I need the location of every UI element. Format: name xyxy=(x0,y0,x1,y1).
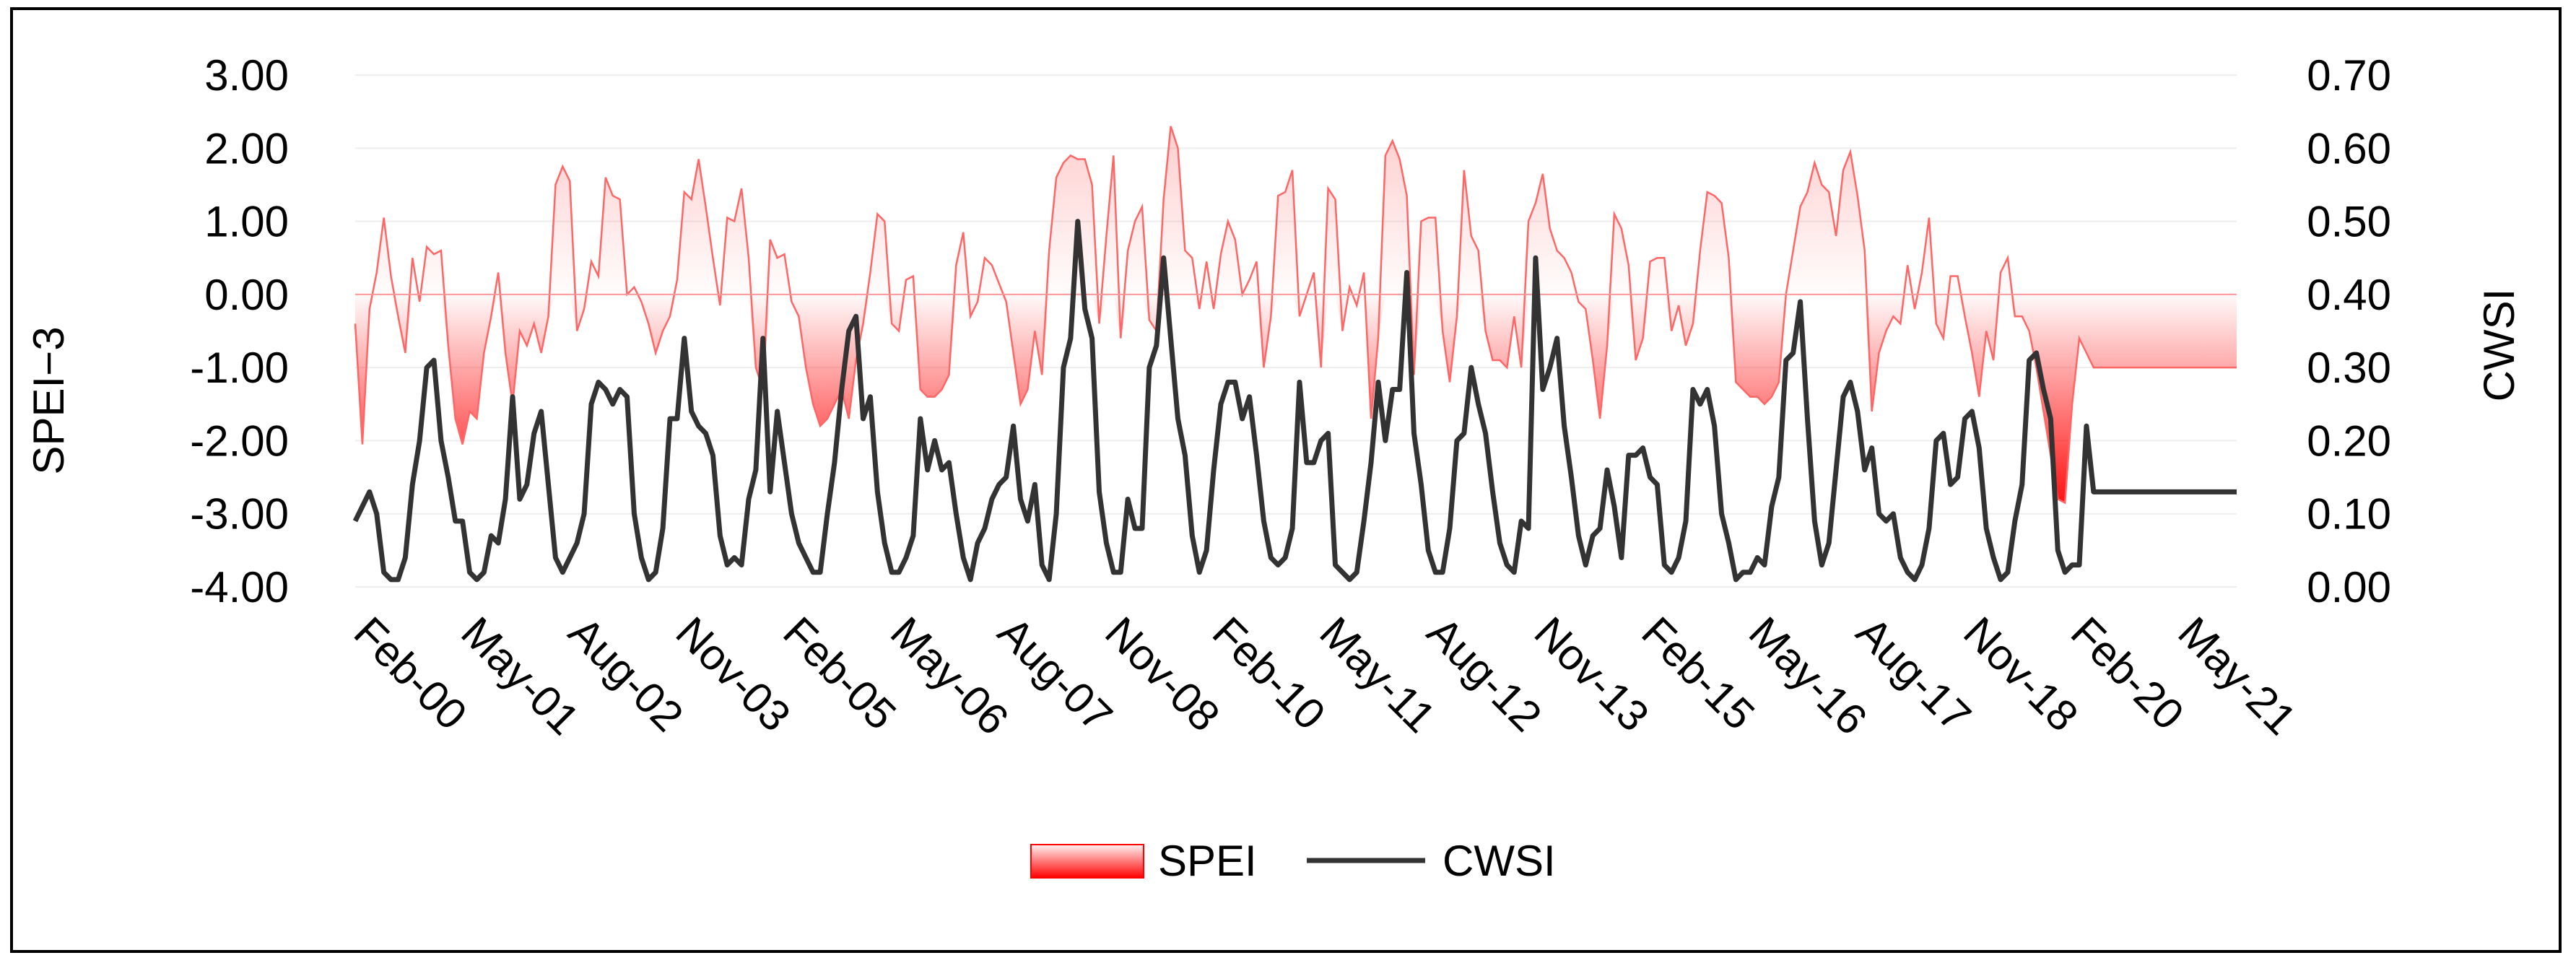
x-tick-label: Aug-02 xyxy=(560,608,692,741)
x-tick-label: Nov-03 xyxy=(667,608,800,741)
legend-swatch-spei xyxy=(1030,844,1144,879)
y-right-tick-label: 0.60 xyxy=(2307,124,2391,173)
y-right-tick-label: 0.20 xyxy=(2307,417,2391,465)
y-left-tick-label: 2.00 xyxy=(204,124,289,173)
legend: SPEI CWSI xyxy=(1030,837,1556,885)
legend-label-cwsi: CWSI xyxy=(1443,837,1556,885)
y-left-tick-label: 3.00 xyxy=(204,51,289,100)
gridlines xyxy=(355,74,2237,588)
y-right-tick-label: 0.50 xyxy=(2307,198,2391,246)
x-tick-label: May-06 xyxy=(882,608,1018,744)
y-left-tick-label: -2.00 xyxy=(190,417,289,465)
y-right-tick-label: 0.00 xyxy=(2307,563,2391,611)
legend-label-spei: SPEI xyxy=(1158,837,1257,885)
y-right-tick-label: 0.40 xyxy=(2307,271,2391,319)
x-tick-label: May-21 xyxy=(2169,608,2305,744)
spei-area-negative xyxy=(355,294,2237,503)
x-tick-label: May-11 xyxy=(1310,608,1445,742)
chart-frame xyxy=(10,7,2562,953)
x-tick-label: Nov-13 xyxy=(1526,608,1658,741)
x-tick-label: Aug-12 xyxy=(1418,608,1551,741)
spei-area-positive xyxy=(355,126,2237,295)
left-axis-ticks: 3.00 2.00 1.00 0.00 -1.00 -2.00 -3.00 -4.00 xyxy=(190,51,289,611)
right-axis-ticks: 0.70 0.60 0.50 0.40 0.30 0.20 0.10 0.00 xyxy=(2307,51,2391,611)
y-left-tick-label: -3.00 xyxy=(190,490,289,539)
cwsi-line xyxy=(352,219,2237,583)
spei-area-series xyxy=(354,126,2237,505)
y-right-tick-label: 0.10 xyxy=(2307,490,2391,539)
x-tick-label: Feb-05 xyxy=(774,608,905,739)
x-tick-label: Aug-07 xyxy=(989,608,1122,741)
x-tick-label: Feb-10 xyxy=(1204,608,1335,739)
y-left-tick-label: 0.00 xyxy=(204,271,289,319)
y-right-tick-label: 0.70 xyxy=(2307,51,2391,100)
y-axis-left-title: SPEI−3 xyxy=(25,326,73,474)
x-axis-ticks: Feb-00May-01Aug-02Nov-03Feb-05May-06Aug-… xyxy=(345,608,2306,744)
y-axis-right-title: CWSI xyxy=(2475,289,2523,402)
x-tick-label: Feb-20 xyxy=(2062,608,2193,739)
x-tick-label: Feb-00 xyxy=(345,608,477,739)
x-tick-label: Nov-18 xyxy=(1954,608,2087,741)
x-tick-label: May-01 xyxy=(452,608,588,744)
y-right-tick-label: 0.30 xyxy=(2307,344,2391,392)
x-tick-label: May-16 xyxy=(1740,608,1876,744)
x-tick-label: Aug-17 xyxy=(1848,608,1980,741)
x-tick-label: Nov-08 xyxy=(1096,608,1229,741)
cwsi-line-series xyxy=(352,219,2237,583)
y-left-tick-label: -1.00 xyxy=(190,344,289,392)
y-left-tick-label: 1.00 xyxy=(204,198,289,246)
y-left-tick-label: -4.00 xyxy=(190,563,289,611)
x-tick-label: Feb-15 xyxy=(1632,608,1764,739)
spei-outline xyxy=(354,126,2237,505)
